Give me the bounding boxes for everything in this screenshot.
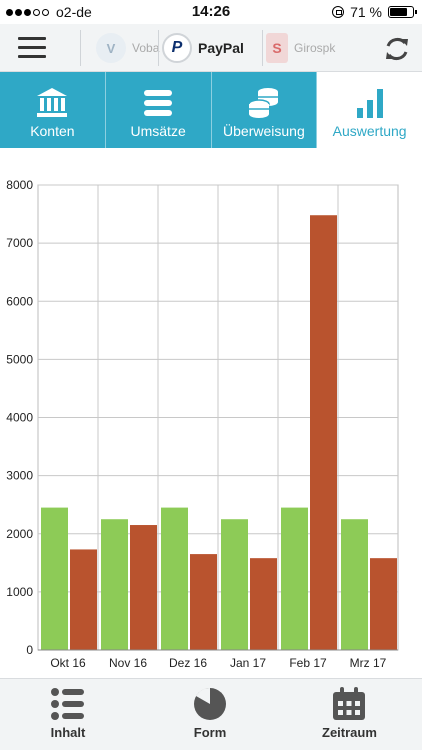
y-tick-label: 4000 (6, 411, 33, 425)
x-tick-label: Okt 16 (50, 656, 86, 670)
sparkasse-logo-icon: S (266, 33, 288, 63)
bottom-label: Form (193, 725, 227, 740)
divider (80, 30, 81, 66)
tab-label: Auswertung (332, 123, 407, 139)
y-tick-label: 0 (26, 643, 33, 657)
bottom-inhalt-button[interactable]: Inhalt (50, 687, 86, 740)
calendar-icon (333, 687, 366, 720)
signal-dot-icon (15, 8, 22, 16)
signal-dot-empty-icon (42, 8, 49, 16)
tab-label: Überweisung (223, 123, 305, 139)
tab-konten[interactable]: Konten (0, 72, 106, 148)
bank-tab-label: Girospk (294, 41, 336, 55)
bank-tab-paypal[interactable]: P PayPal (162, 30, 244, 66)
y-tick-label: 5000 (6, 352, 33, 366)
bar-series-1 (41, 507, 68, 650)
tab-auswertung[interactable]: Auswertung (317, 72, 422, 148)
signal-dot-icon (24, 8, 31, 16)
chart-area: 0 1000 2000 3000 4000 5000 6000 7000 8000 Okt 16 N… (0, 172, 422, 678)
bank-tab-voba[interactable]: V Voba (96, 30, 159, 66)
x-tick-label: Mrz 17 (350, 656, 387, 670)
bank-tab-label: Voba (132, 41, 160, 55)
signal-indicator: o2-de (6, 4, 92, 20)
signal-dot-icon (6, 8, 13, 16)
x-tick-label: Dez 16 (169, 656, 207, 670)
bar-series-2 (70, 549, 97, 650)
bar-series-1 (101, 519, 128, 650)
bar-series-2 (370, 558, 397, 650)
divider (262, 30, 263, 66)
bottom-zeitraum-button[interactable]: Zeitraum (322, 687, 377, 740)
battery-icon (388, 6, 417, 18)
main-tabs: Konten Umsätze Überweisung Auswertung (0, 72, 422, 148)
status-right: 71 % (332, 4, 417, 20)
y-tick-label: 6000 (6, 294, 33, 308)
bar-series-2 (130, 525, 157, 650)
bar-chart: 0 1000 2000 3000 4000 5000 6000 7000 8000 Okt 16 N… (6, 178, 399, 670)
x-tick-label: Nov 16 (109, 656, 147, 670)
refresh-icon[interactable] (383, 35, 411, 63)
divider (158, 30, 159, 66)
battery-percent: 71 % (350, 4, 382, 20)
x-tick-label: Feb 17 (289, 656, 327, 670)
bar-chart-icon (356, 89, 383, 118)
bar-series-1 (221, 519, 248, 650)
bar-series-1 (281, 507, 308, 650)
bar-series-2 (310, 215, 337, 650)
tab-ueberweisung[interactable]: Überweisung (212, 72, 318, 148)
content-list-icon (51, 688, 84, 720)
status-bar: o2-de 14:26 71 % (0, 0, 422, 24)
bar-series-2 (250, 558, 277, 650)
tab-label: Konten (30, 123, 75, 139)
top-bar: V Voba P PayPal S Girospk (0, 24, 422, 72)
y-tick-label: 1000 (6, 585, 33, 599)
list-icon (144, 90, 173, 116)
y-tick-label: 3000 (6, 469, 33, 483)
x-tick-label: Jan 17 (230, 656, 266, 670)
voba-logo-icon: V (96, 33, 126, 63)
bottom-label: Inhalt (50, 725, 86, 740)
y-tick-label: 7000 (6, 236, 33, 250)
carrier-name: o2-de (56, 4, 92, 20)
bottom-toolbar: Inhalt Form Zeitraum (0, 678, 422, 750)
paypal-logo-icon: P (162, 33, 192, 63)
bar-series-1 (341, 519, 368, 650)
bank-icon (37, 88, 68, 117)
bank-tab-label: PayPal (198, 40, 244, 56)
coins-icon (248, 88, 278, 118)
bar-series-1 (161, 507, 188, 650)
signal-dot-empty-icon (33, 8, 40, 16)
y-tick-label: 2000 (6, 527, 33, 541)
status-time: 14:26 (191, 3, 231, 20)
tab-label: Umsätze (130, 123, 186, 139)
menu-icon[interactable] (18, 37, 46, 59)
orientation-lock-icon (332, 6, 345, 18)
pie-chart-icon (194, 687, 226, 720)
bank-tab-girospk[interactable]: S Girospk (266, 30, 335, 66)
tab-umsaetze[interactable]: Umsätze (106, 72, 212, 148)
bottom-form-button[interactable]: Form (192, 687, 228, 740)
bottom-label: Zeitraum (322, 725, 377, 740)
bar-series-2 (190, 554, 217, 650)
y-tick-label: 8000 (6, 178, 33, 192)
